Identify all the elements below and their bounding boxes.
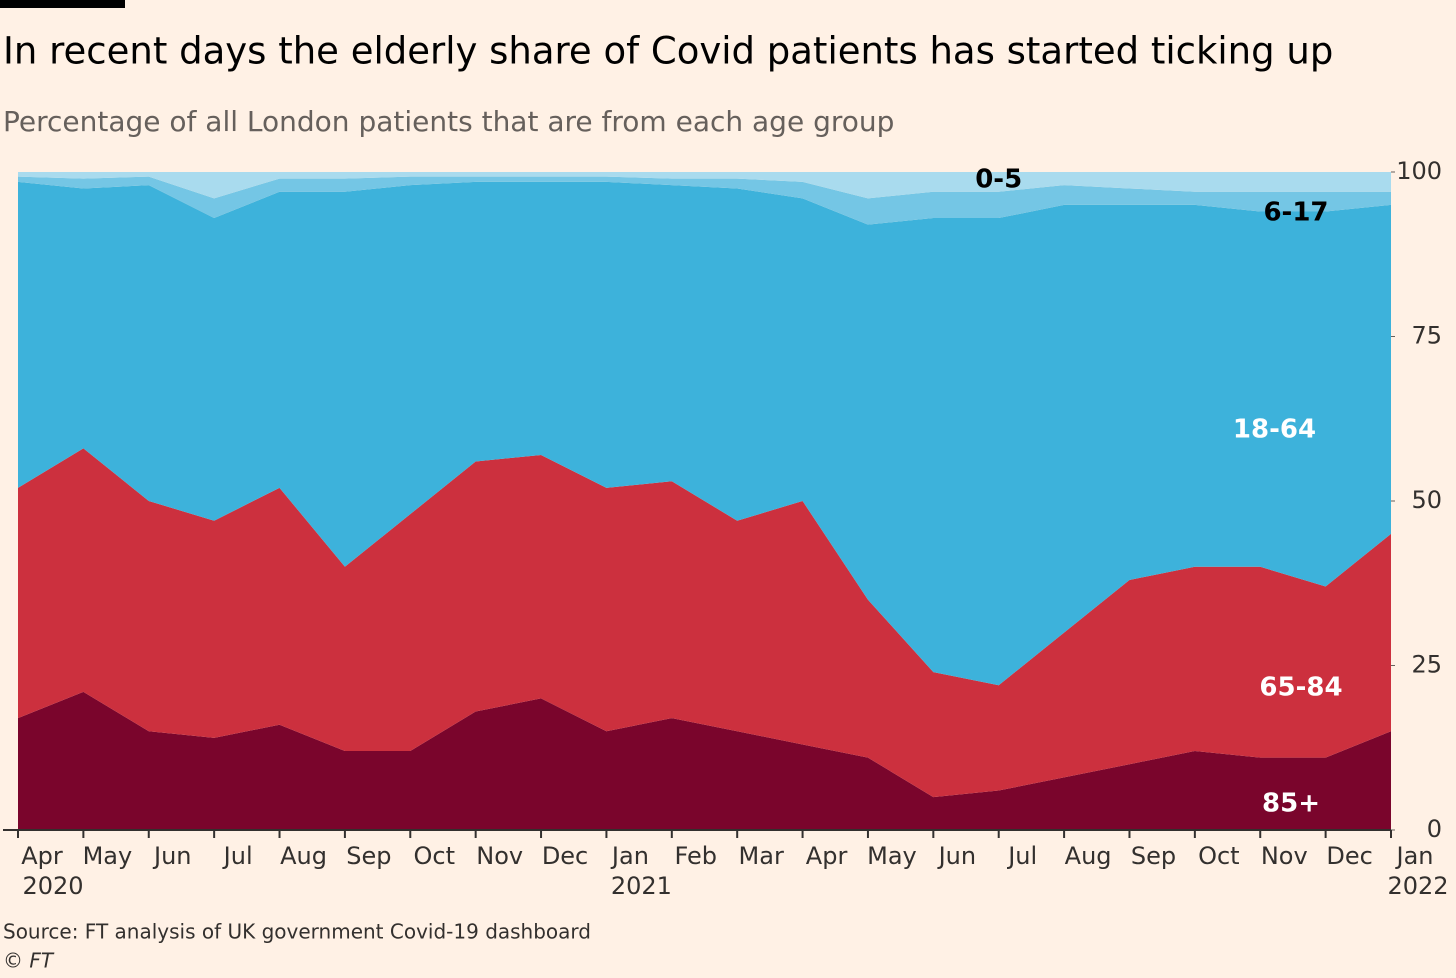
series-label: 6-17 <box>1263 198 1328 228</box>
x-tick-label: Oct <box>1198 842 1240 870</box>
x-year-label: 2020 <box>22 872 83 900</box>
x-tick-label: Sep <box>1131 842 1176 870</box>
x-tick-label: Aug <box>1065 842 1112 870</box>
area <box>18 691 1391 830</box>
chart-title: In recent days the elderly share of Covi… <box>3 30 1333 73</box>
series-label: 65-84 <box>1259 673 1342 703</box>
x-tick-label: Mar <box>739 842 784 870</box>
area <box>18 181 1391 686</box>
ft-bar <box>0 0 125 8</box>
credit: © FT <box>3 949 55 973</box>
x-tick-label: Sep <box>346 842 391 870</box>
x-tick-label: Dec <box>1326 842 1372 870</box>
series-label: 18-64 <box>1233 415 1316 445</box>
x-tick-label: Jan <box>610 842 649 870</box>
x-tick-label: Aug <box>280 842 327 870</box>
x-tick-label: Oct <box>414 842 456 870</box>
x-year-label: 2021 <box>611 872 672 900</box>
x-tick-label: Jan <box>1395 842 1434 870</box>
x-tick-label: Apr <box>806 842 848 870</box>
x-tick-label: Jun <box>152 842 192 870</box>
x-tick-label: Jul <box>1006 842 1037 870</box>
x-tick-label: Nov <box>1261 842 1308 870</box>
y-tick-label: 25 <box>1411 651 1442 679</box>
y-tick-label: 0 <box>1427 815 1442 843</box>
x-tick-label: Apr <box>21 842 63 870</box>
y-tick-label: 50 <box>1411 486 1442 514</box>
x-tick-label: Dec <box>542 842 588 870</box>
series-label: 85+ <box>1262 789 1320 819</box>
area <box>18 176 1391 225</box>
y-tick-label: 75 <box>1411 322 1442 350</box>
series-label: 0-5 <box>975 165 1022 195</box>
area <box>18 448 1391 798</box>
chart-subtitle: Percentage of all London patients that a… <box>3 105 894 138</box>
source: Source: FT analysis of UK government Cov… <box>3 920 591 944</box>
x-tick-label: Jul <box>222 842 253 870</box>
area <box>18 172 1391 199</box>
x-tick-label: Nov <box>476 842 523 870</box>
x-tick-label: Jun <box>937 842 977 870</box>
x-tick-label: Feb <box>675 842 718 870</box>
y-tick-label: 100 <box>1396 157 1442 185</box>
x-tick-label: May <box>867 842 917 870</box>
x-year-label: 2022 <box>1387 872 1448 900</box>
x-tick-label: May <box>83 842 133 870</box>
